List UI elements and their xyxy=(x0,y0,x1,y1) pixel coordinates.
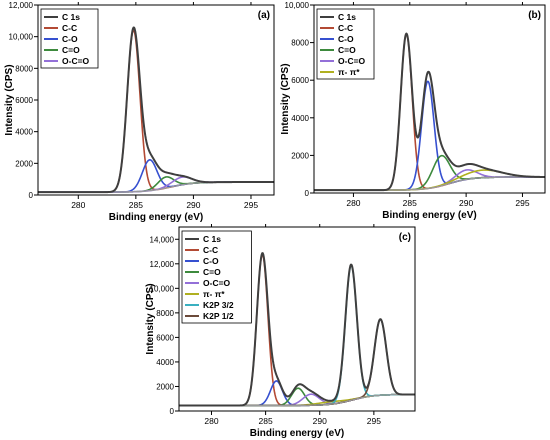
x-tick-label: 280 xyxy=(346,198,360,208)
envelope-line xyxy=(314,32,545,192)
peak-line-c-o xyxy=(314,154,545,191)
legend-entry: C-C xyxy=(203,245,218,255)
legend-entry: O-C=O xyxy=(338,56,366,66)
background-line xyxy=(38,181,274,193)
legend-entry: C 1s xyxy=(203,234,221,244)
x-axis-label: Binding energy (eV) xyxy=(250,428,344,439)
y-tick-label: 8000 xyxy=(156,309,174,318)
y-tick-label: 8000 xyxy=(15,64,33,73)
x-tick-label: 280 xyxy=(71,200,85,210)
panel-label: (b) xyxy=(528,10,541,21)
y-tick-label: 6000 xyxy=(156,333,174,342)
legend: C 1sC-CC-OC=OO-C=Oπ- π* xyxy=(316,8,375,80)
legend-entry: π- π* xyxy=(203,289,225,299)
y-tick-label: 0 xyxy=(305,189,310,198)
y-tick-label: 6000 xyxy=(291,76,309,85)
y-tick-label: 10,000 xyxy=(9,33,34,42)
y-tick-label: 2000 xyxy=(291,151,309,160)
legend-entry: C-O xyxy=(62,34,78,44)
y-tick-label: 0 xyxy=(29,191,34,200)
peak-line- xyxy=(179,393,415,407)
curves xyxy=(179,252,415,407)
y-tick-label: 4000 xyxy=(15,128,33,137)
y-tick-label: 14,000 xyxy=(150,235,175,244)
panel-a: 280 285 290 295 0 2000 4000 6000 8000 10,000 12,00… xyxy=(4,1,275,223)
panel-label: (c) xyxy=(399,232,411,243)
y-tick-label: 8000 xyxy=(291,39,309,48)
legend-entry: C-O xyxy=(203,256,219,266)
x-axis-label: Binding energy (eV) xyxy=(382,210,476,221)
curves xyxy=(38,26,274,194)
y-axis-label: Intensity (CPS) xyxy=(145,283,156,354)
legend-entry: K2P 3/2 xyxy=(203,300,234,310)
x-tick-label: 295 xyxy=(367,416,381,426)
x-tick-label: 290 xyxy=(313,416,327,426)
legend-entry: K2P 1/2 xyxy=(203,311,234,321)
background-line xyxy=(179,393,415,407)
envelope-line xyxy=(179,252,415,407)
y-tick-label: 4000 xyxy=(156,358,174,367)
x-tick-label: 280 xyxy=(204,416,218,426)
legend-entry: C 1s xyxy=(62,12,80,22)
y-tick-label: 6000 xyxy=(15,96,33,105)
legend-entry: C=O xyxy=(338,45,356,55)
y-tick-label: 10,000 xyxy=(285,1,310,10)
background-line xyxy=(314,176,545,191)
panel-b: 280 285 290 295 0 2000 4000 6000 8000 10,000 Bindi… xyxy=(280,1,546,221)
peak-line-o-c-o xyxy=(314,169,545,191)
legend-entry: π- π* xyxy=(338,67,360,77)
plot-frame xyxy=(313,4,546,194)
legend-entry: C-O xyxy=(338,34,354,44)
legend-entry: O-C=O xyxy=(62,56,90,66)
legend: C 1sC-CC-OC=OO-C=O xyxy=(40,8,99,69)
legend-entry: O-C=O xyxy=(203,278,231,288)
y-tick-label: 12,000 xyxy=(9,1,34,10)
legend-entry: C-C xyxy=(62,23,77,33)
x-tick-label: 290 xyxy=(186,200,200,210)
legend-entry: C=O xyxy=(62,45,80,55)
y-tick-label: 2000 xyxy=(156,382,174,391)
panel-label: (a) xyxy=(258,10,270,21)
legend-entry: C-C xyxy=(338,23,353,33)
x-tick-label: 285 xyxy=(403,198,417,208)
x-tick-label: 295 xyxy=(244,200,258,210)
legend-box xyxy=(181,230,252,324)
y-tick-label: 4000 xyxy=(291,114,309,123)
envelope-line xyxy=(38,26,274,194)
legend-entry: C 1s xyxy=(338,12,356,22)
curves xyxy=(314,32,545,192)
y-tick-label: 2000 xyxy=(15,159,33,168)
y-tick-label: 10,000 xyxy=(150,284,175,293)
peak-line-k2p-1-2 xyxy=(179,318,415,407)
y-tick-label: 0 xyxy=(170,407,175,416)
x-tick-label: 285 xyxy=(259,416,273,426)
x-tick-label: 295 xyxy=(515,198,529,208)
y-axis-label: Intensity (CPS) xyxy=(4,64,15,135)
legend-entry: C=O xyxy=(203,267,221,277)
panel-c: 280 285 290 295 0 2000 4000 6000 8000 10,000 12,00… xyxy=(145,224,416,439)
plot-frame xyxy=(178,226,416,412)
legend-box xyxy=(316,8,375,80)
x-axis-label: Binding energy (eV) xyxy=(109,212,203,223)
y-tick-label: 12,000 xyxy=(150,260,175,269)
x-tick-label: 285 xyxy=(129,200,143,210)
peak-line- xyxy=(314,169,545,191)
y-axis-label: Intensity (CPS) xyxy=(280,63,291,134)
x-tick-label: 290 xyxy=(459,198,473,208)
